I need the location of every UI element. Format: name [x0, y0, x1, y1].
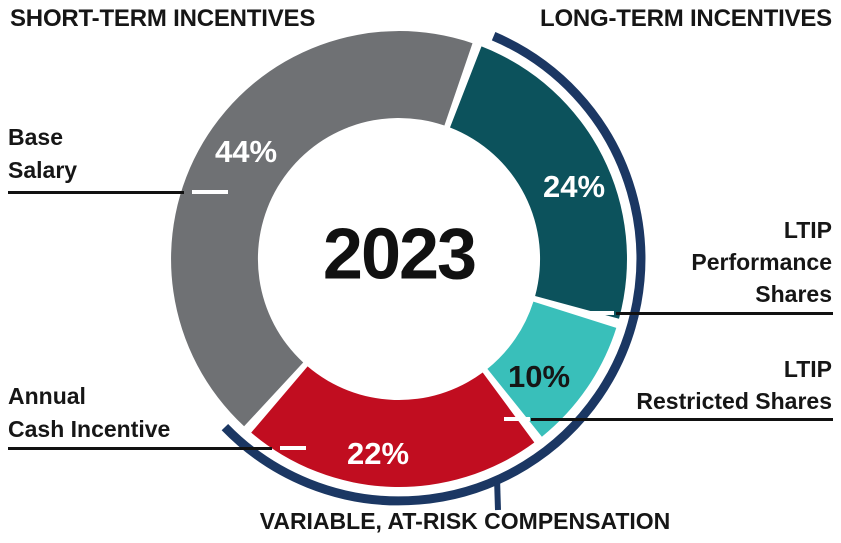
callout-ltip-performance-shares: LTIP Performance Shares — [691, 214, 832, 310]
pointer-line-annual-cash-incentive — [8, 447, 272, 450]
callout-base-salary-line1: Base — [8, 124, 63, 150]
callout-base-salary: Base Salary — [8, 121, 77, 187]
pointer-line-ltip-restricted-shares — [531, 418, 833, 421]
pct-label-annual-cash-incentive: 22% — [346, 436, 410, 471]
pointer-dash-ltip-restricted-shares — [504, 417, 530, 421]
pointer-line-base-salary — [8, 191, 184, 194]
slice-annual-cash-incentive — [251, 366, 535, 487]
slice-ltip-restricted-shares — [487, 301, 617, 437]
variable-at-risk-arc-tick — [494, 477, 501, 511]
pointer-dash-ltip-performance-shares — [583, 311, 614, 315]
chart-center-year: 2023 — [322, 214, 477, 295]
variable-at-risk-arc — [221, 32, 646, 506]
pointer-dash-base-salary — [192, 190, 228, 194]
pointer-dash-annual-cash-incentive — [280, 446, 306, 450]
variable-at-risk-label: VARIABLE, AT-RISK COMPENSATION — [259, 508, 671, 534]
callout-ltip-perf-line1: LTIP — [783, 217, 832, 243]
callout-annual-cash-line2: Cash Incentive — [8, 416, 171, 442]
callout-ltip-restricted-line1: LTIP — [783, 356, 832, 382]
slice-ltip-performance-shares — [450, 46, 627, 319]
slice-base-salary — [171, 31, 473, 427]
callout-base-salary-line2: Salary — [8, 157, 78, 183]
callout-ltip-perf-line2: Performance — [691, 249, 832, 275]
header-long-term-incentives: LONG-TERM INCENTIVES — [539, 5, 832, 32]
pct-label-base-salary: 44% — [214, 134, 278, 169]
callout-ltip-restricted-line2: Restricted Shares — [636, 388, 832, 414]
pct-label-ltip-performance-shares: 24% — [542, 169, 606, 204]
header-short-term-incentives: SHORT-TERM INCENTIVES — [10, 5, 316, 32]
callout-annual-cash-line1: Annual — [8, 383, 86, 409]
callout-ltip-restricted-shares: LTIP Restricted Shares — [636, 353, 832, 417]
callout-annual-cash-incentive: Annual Cash Incentive — [8, 380, 170, 446]
pct-label-ltip-restricted-shares: 10% — [507, 359, 571, 394]
callout-ltip-perf-line3: Shares — [755, 281, 832, 307]
pointer-line-ltip-performance-shares — [616, 312, 833, 315]
